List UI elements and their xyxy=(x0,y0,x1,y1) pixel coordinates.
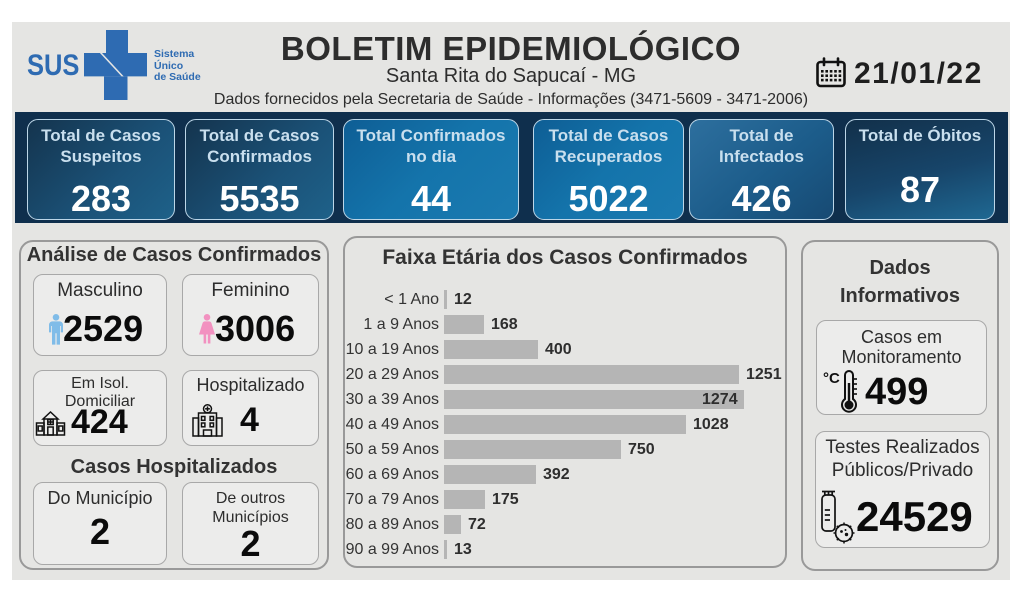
svg-text:°C: °C xyxy=(823,370,840,387)
